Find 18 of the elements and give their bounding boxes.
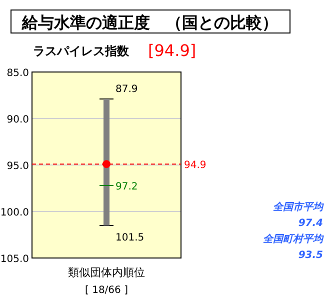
y-tick-label: 90.0	[6, 114, 29, 126]
text: 全国町村平均	[263, 233, 324, 245]
text: 93.5	[298, 250, 324, 261]
ref-line-label: 94.9	[184, 160, 206, 172]
annotation: 101.5	[116, 232, 144, 244]
chart-subtitle: ラスパイレス指数	[33, 44, 130, 58]
annotation: 97.2	[116, 181, 138, 192]
chart-title: 給与水準の適正度 （国との比較）	[21, 13, 278, 32]
y-tick-label: 100.0	[0, 208, 29, 218]
y-tick-label: 95.0	[6, 161, 29, 172]
x-axis-title: [ 18/66 ]	[85, 285, 128, 296]
y-tick-label: 85.0	[6, 68, 29, 79]
text: 全国市平均	[273, 201, 324, 213]
annotation: 87.9	[116, 84, 138, 95]
text: [94.9]	[148, 41, 196, 60]
y-tick-label: 105.0	[0, 254, 29, 265]
x-tick-label: 類似団体内順位	[68, 266, 145, 279]
text: 97.4	[298, 218, 324, 229]
